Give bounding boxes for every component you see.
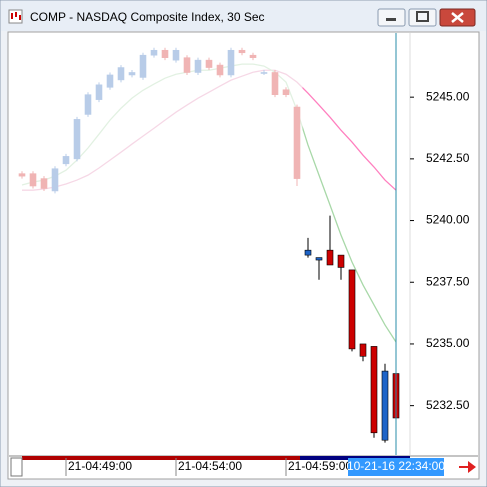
candle-body bbox=[315, 257, 323, 261]
window-title: COMP - NASDAQ Composite Index, 30 Sec bbox=[30, 10, 265, 24]
candle-body bbox=[282, 89, 290, 95]
candle-body bbox=[73, 119, 81, 160]
minimize-button[interactable] bbox=[377, 8, 406, 27]
candle-body bbox=[205, 59, 213, 68]
candle-body bbox=[29, 173, 37, 187]
candle-body bbox=[260, 72, 268, 74]
y-tick-label: 5232.50 bbox=[426, 398, 470, 412]
session-bar bbox=[22, 456, 300, 460]
candle-body bbox=[62, 156, 70, 165]
candle-body bbox=[337, 254, 345, 268]
maximize-button[interactable] bbox=[408, 8, 437, 27]
candle-body bbox=[161, 49, 169, 58]
candle-body bbox=[216, 64, 224, 76]
candle-body bbox=[139, 54, 147, 78]
x-tick-label: 21-04:49:00 bbox=[68, 459, 132, 473]
candle-body bbox=[95, 84, 103, 100]
candle-body bbox=[128, 72, 136, 76]
x-tick-label: 21-04:59:00 bbox=[288, 459, 352, 473]
app-icon bbox=[8, 9, 23, 24]
plot: 5232.50 5235.00 5237.50 5240.00 5242.50 5245.… bbox=[18, 33, 470, 476]
candle-body bbox=[106, 74, 114, 88]
candle-body bbox=[348, 269, 356, 350]
chart-panel bbox=[7, 31, 480, 480]
x-tick-label: 21-04:54:00 bbox=[178, 459, 242, 473]
candle-body bbox=[370, 346, 378, 434]
candle-body bbox=[271, 72, 279, 95]
close-button[interactable] bbox=[439, 8, 476, 27]
moving-average-line bbox=[22, 69, 397, 191]
y-tick-label: 5237.50 bbox=[426, 274, 470, 288]
candle-body bbox=[227, 49, 235, 76]
y-tick-label: 5245.00 bbox=[426, 89, 470, 103]
candle-body bbox=[326, 249, 334, 266]
candle-body bbox=[183, 57, 191, 73]
candle-body bbox=[40, 178, 48, 189]
candle-body bbox=[18, 173, 26, 177]
y-tick-label: 5235.00 bbox=[426, 336, 470, 350]
y-tick-label: 5242.50 bbox=[426, 151, 470, 165]
candle-body bbox=[249, 54, 257, 58]
y-tick-label: 5240.00 bbox=[426, 213, 470, 227]
candle-body bbox=[51, 168, 59, 192]
cursor-label: 10-21-16 22:34:00 bbox=[347, 459, 445, 473]
candle-body bbox=[172, 49, 180, 61]
cursor-label-box bbox=[348, 458, 444, 476]
candle-body bbox=[84, 94, 92, 115]
candle-body bbox=[194, 59, 202, 73]
candle-body bbox=[381, 370, 389, 441]
candle-body bbox=[293, 106, 301, 179]
moving-average-line bbox=[21, 63, 397, 343]
candle-body bbox=[304, 249, 312, 256]
scroll-box[interactable] bbox=[10, 457, 23, 477]
candle-body bbox=[238, 49, 246, 54]
candle-body bbox=[359, 343, 367, 357]
candle-body bbox=[117, 67, 125, 81]
scroll-right-arrow[interactable] bbox=[459, 461, 476, 473]
candle-body bbox=[150, 49, 158, 56]
